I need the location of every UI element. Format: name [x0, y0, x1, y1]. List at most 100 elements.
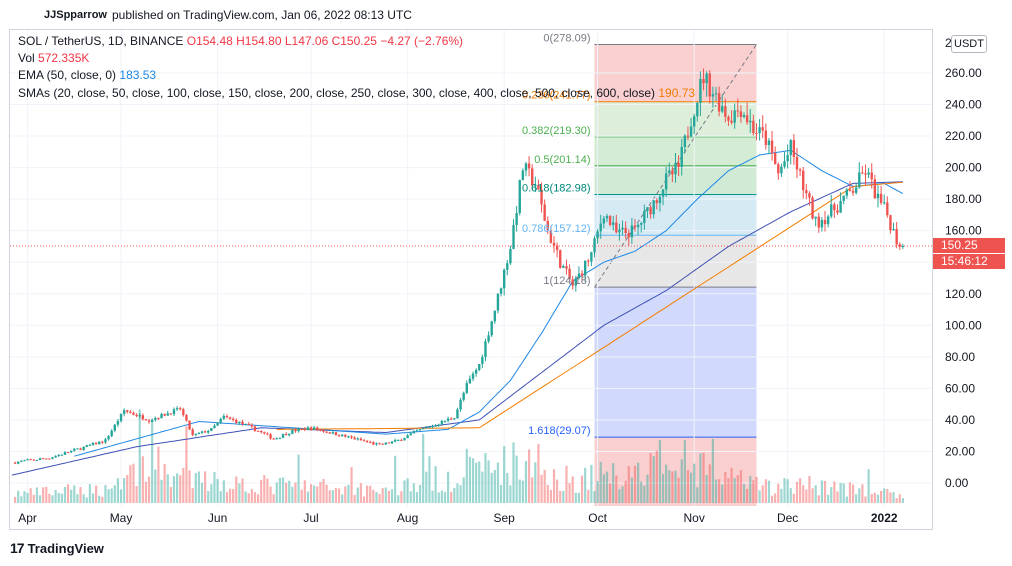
volume-bar — [739, 470, 743, 503]
candle — [721, 106, 724, 112]
candle — [57, 454, 60, 457]
volume-bar — [85, 497, 88, 503]
candle — [527, 163, 531, 169]
x-tick-label: Sep — [493, 511, 515, 525]
candle — [225, 415, 229, 418]
chart-frame — [9, 29, 933, 530]
volume-bar — [668, 470, 671, 503]
candle — [219, 418, 222, 423]
volume-bar — [119, 489, 123, 503]
candle — [48, 458, 51, 460]
volume-bar — [175, 473, 179, 503]
candle — [468, 378, 472, 384]
tradingview-logo[interactable]: 17 TradingView — [10, 540, 104, 556]
volume-bar — [615, 475, 618, 503]
volume-bar — [830, 487, 833, 503]
volume-bar — [892, 492, 895, 503]
volume-bar — [693, 463, 696, 503]
volume-bar — [337, 488, 341, 503]
volume-bar — [677, 477, 680, 503]
candle — [745, 115, 749, 123]
candle — [306, 427, 310, 430]
volume-bar — [63, 486, 67, 503]
volume-bar — [313, 485, 316, 503]
candle — [474, 369, 478, 374]
volume-bar — [749, 476, 752, 503]
candle — [147, 420, 151, 422]
candle — [231, 418, 235, 420]
volume-bar — [559, 490, 562, 503]
candle — [281, 434, 285, 438]
candle — [334, 432, 338, 436]
candle — [683, 135, 687, 147]
volume-bar — [123, 478, 126, 503]
candle — [241, 421, 244, 425]
candle — [655, 200, 659, 204]
volume-bar — [238, 483, 241, 503]
candle — [272, 438, 275, 440]
candle — [32, 459, 36, 461]
volume-bar — [54, 490, 57, 503]
candle — [434, 425, 437, 427]
candle — [160, 413, 163, 419]
candle — [344, 434, 347, 437]
volume-bar — [655, 450, 658, 503]
candle — [26, 459, 29, 461]
volume-bar — [689, 472, 693, 503]
volume-bar — [79, 487, 82, 503]
x-tick-label: May — [110, 511, 133, 525]
candle — [400, 439, 403, 441]
volume-bar — [637, 462, 640, 503]
volume-bar — [593, 491, 596, 503]
candle — [664, 173, 668, 190]
candle — [207, 430, 210, 433]
volume-bar — [425, 471, 428, 503]
candle — [384, 442, 387, 445]
volume-bar — [475, 462, 478, 503]
x-tick-label: Dec — [777, 511, 798, 525]
symbol-title[interactable]: SOL / TetherUS, 1D, BINANCE — [18, 34, 184, 48]
ema-label[interactable]: EMA (50, close, 0) — [18, 68, 117, 82]
candle — [365, 440, 369, 442]
author-name[interactable]: JJSpparrow — [44, 9, 107, 21]
volume-bar — [250, 489, 253, 503]
y-tick-label: 260.00 — [945, 66, 982, 80]
candle — [506, 263, 509, 270]
candle — [453, 418, 456, 420]
volume-bar — [724, 472, 727, 503]
candle — [883, 202, 886, 204]
volume-bar — [359, 483, 362, 503]
candle — [537, 184, 540, 190]
volume-bar — [409, 491, 412, 503]
volume-bar — [334, 487, 338, 503]
candle — [873, 179, 877, 199]
ema-line — [74, 149, 904, 457]
volume-bar — [384, 487, 387, 503]
sma-label[interactable]: SMAs (20, close, 50, close, 100, close, … — [18, 86, 656, 100]
candle — [478, 363, 481, 370]
currency-button[interactable]: USDT — [951, 35, 987, 53]
volume-bar — [577, 492, 581, 503]
x-tick-label: Oct — [588, 511, 607, 525]
volume-bar — [434, 466, 437, 503]
volume-label[interactable]: Vol — [18, 51, 35, 65]
volume-bar — [57, 492, 60, 503]
volume-bar — [873, 492, 876, 503]
candle — [777, 164, 780, 174]
candle — [132, 412, 135, 415]
candle — [294, 429, 297, 432]
candle — [359, 438, 363, 441]
candle — [275, 437, 278, 440]
volume-bar — [182, 467, 185, 503]
volume-bar — [113, 485, 116, 503]
volume-bar — [325, 484, 328, 503]
volume-bar — [792, 493, 795, 503]
volume-bar — [101, 496, 104, 503]
candle — [515, 212, 518, 226]
volume-bar — [303, 480, 306, 503]
candle — [79, 448, 82, 450]
candle — [172, 409, 176, 415]
candle — [169, 413, 173, 415]
volume-bar — [808, 475, 811, 503]
